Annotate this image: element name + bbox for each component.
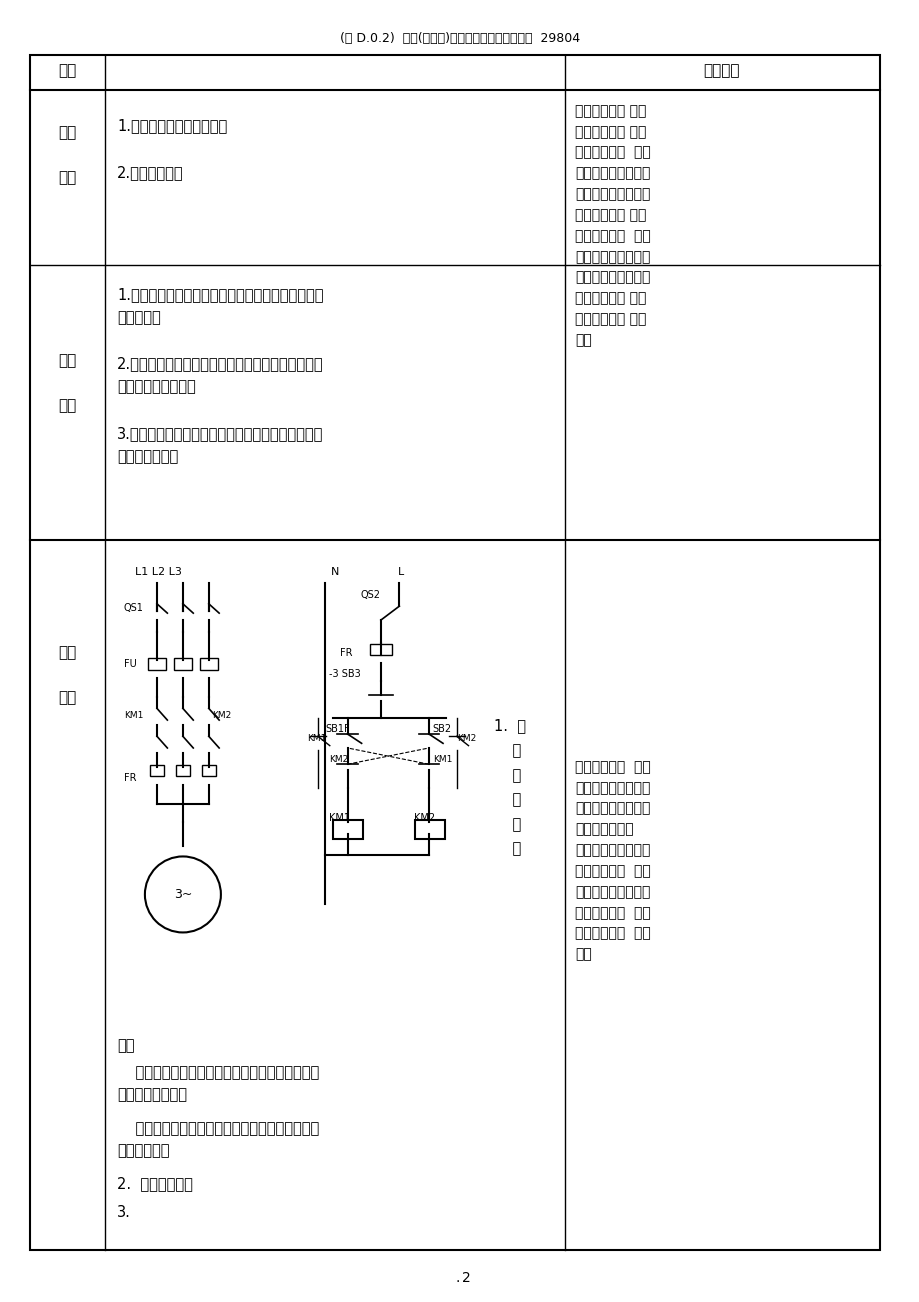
Text: 新课: 新课 (58, 644, 76, 660)
Text: 教学: 教学 (58, 171, 76, 185)
Bar (150, 764, 165, 776)
Bar (148, 658, 166, 669)
Text: KM2: KM2 (414, 812, 435, 823)
Text: 1.组织课堂，起立互致问候: 1.组织课堂，起立互致问候 (117, 118, 227, 133)
Text: FR: FR (123, 773, 136, 784)
Text: 2.问询出勤情况: 2.问询出勤情况 (117, 165, 184, 180)
Text: KM1: KM1 (432, 755, 451, 764)
Text: KM2: KM2 (212, 711, 232, 720)
Text: KM1: KM1 (123, 711, 143, 720)
Text: QS2: QS2 (360, 590, 380, 599)
Text: 提问: 提问 (58, 398, 76, 413)
Bar (333, 820, 363, 840)
Text: .: . (455, 1271, 460, 1285)
Text: 投影出电气互 锁正
反转控制线路 与机
械互锁正反转  控制
线路，供学生思考。
分析工作原理，让学
生自己参与总 结两
种电路的优点  和缺
点，以及在实际工: 投影出电气互 锁正 反转控制线路 与机 械互锁正反转 控制 线路，供学生思考。 … (574, 104, 650, 348)
Text: 义：: 义： (117, 1038, 134, 1053)
Text: QS1: QS1 (123, 603, 143, 613)
Text: 2.  工作原理分析: 2. 工作原理分析 (117, 1176, 193, 1191)
Text: 第二重是交流接触器常闭触头与对方的线圈相串
联而构成的互: 第二重是交流接触器常闭触头与对方的线圈相串 联而构成的互 (117, 1121, 319, 1159)
Text: FR: FR (340, 647, 352, 658)
Text: L: L (398, 566, 403, 577)
Text: KM2: KM2 (456, 734, 475, 743)
Text: 过程: 过程 (58, 62, 76, 78)
Bar (176, 764, 190, 776)
Bar (202, 764, 216, 776)
Text: SB1F: SB1F (325, 724, 349, 734)
Text: 3.: 3. (117, 1204, 130, 1220)
Bar (199, 658, 218, 669)
Text: 给出双重互锁  正反
转控制线路，激发学
生的好奇心，重点解
释双重互锁的概
念，采用问答形式，
以增强学生学  习的
主动性，促使教学效
果在教师与学  生互: 给出双重互锁 正反 转控制线路，激发学 生的好奇心，重点解 释双重互锁的概 念，… (574, 760, 650, 961)
Text: 复习: 复习 (58, 353, 76, 368)
Text: 3~: 3~ (174, 888, 192, 901)
Text: L1 L2 L3: L1 L2 L3 (135, 566, 181, 577)
Bar (174, 658, 192, 669)
Text: 2: 2 (461, 1271, 471, 1285)
Text: KM1: KM1 (307, 734, 326, 743)
Text: KM2: KM2 (329, 755, 348, 764)
Text: 1.  双
    重
    互
    锁
    的
    定: 1. 双 重 互 锁 的 定 (494, 719, 525, 857)
Text: KM1: KM1 (329, 812, 349, 823)
Text: 第一重是复合按钮的常闭触头串联在对方的电路
中而构成的互锁。: 第一重是复合按钮的常闭触头串联在对方的电路 中而构成的互锁。 (117, 1065, 319, 1103)
Text: 组织: 组织 (58, 125, 76, 141)
Text: FU: FU (123, 659, 136, 669)
Bar (370, 643, 392, 655)
Text: 1.电气互锁正反转控制线路与机械互锁正反转控制线
路的区别？

2.电气互锁正反转控制线路与机械互锁正反转控制线
路工作原理的分析？

3.电气互锁正反转控制线: 1.电气互锁正反转控制线路与机械互锁正反转控制线 路的区别？ 2.电气互锁正反转… (117, 286, 323, 464)
Text: (表 D.0.2)  绿化(子单位)工程质量竣工验收报告表  29804: (表 D.0.2) 绿化(子单位)工程质量竣工验收报告表 29804 (339, 31, 580, 44)
Text: N: N (330, 566, 338, 577)
Text: SB2: SB2 (432, 724, 451, 734)
Text: 教学手段: 教学手段 (703, 62, 740, 78)
Text: -3 SB3: -3 SB3 (329, 668, 360, 678)
Bar (414, 820, 445, 840)
Text: 讲授: 讲授 (58, 690, 76, 704)
